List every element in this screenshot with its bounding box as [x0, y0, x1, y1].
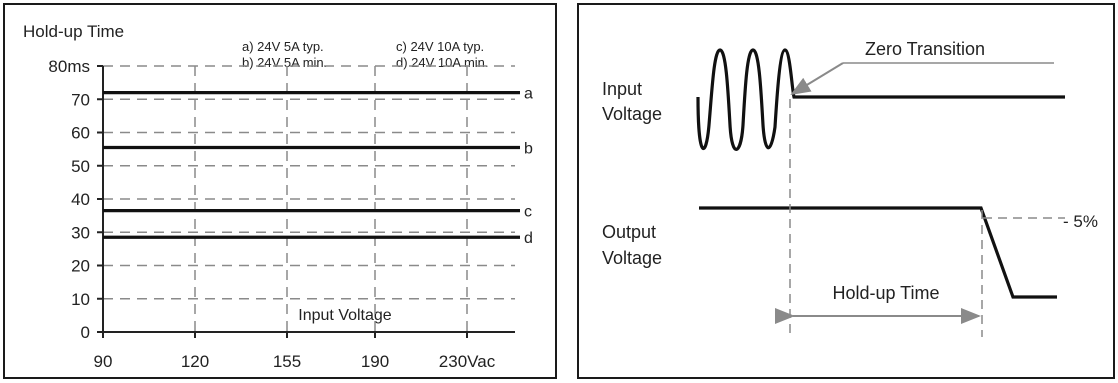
series-label-a: a [524, 86, 533, 103]
zero-transition-arrow [790, 62, 844, 96]
x-tick-label: 90 [94, 352, 113, 371]
chart-title: Hold-up Time [23, 22, 124, 41]
x-axis-label: Input Voltage [298, 307, 392, 324]
holdup-timing-diagram: Input Voltage Output Voltage Zero Transi… [602, 39, 1098, 337]
input-voltage-label-line2: Voltage [602, 104, 662, 124]
x-tick-label: 155 [273, 352, 301, 371]
legend-entry-b: b) 24V 5A min. [242, 55, 327, 70]
hold-up-time-label: Hold-up Time [832, 283, 939, 303]
y-tick-label: 30 [71, 223, 90, 242]
holdup-chart: Hold-up Time a) 24V 5A typ. b) 24V 5A mi… [23, 22, 533, 371]
input-voltage-label-line1: Input [602, 79, 642, 99]
series-label-b: b [524, 140, 533, 157]
legend-entry-c: c) 24V 10A typ. [396, 39, 484, 54]
output-voltage-label-line1: Output [602, 222, 656, 242]
minus-5-percent-label: - 5% [1063, 212, 1098, 231]
output-voltage-label-line2: Voltage [602, 248, 662, 268]
y-tick-label: 40 [71, 190, 90, 209]
series-label-d: d [524, 230, 533, 247]
y-tick-label: 80ms [48, 57, 90, 76]
zero-transition-label: Zero Transition [865, 39, 985, 59]
y-tick-label: 50 [71, 157, 90, 176]
y-tick-label: 0 [81, 323, 90, 342]
x-tick-label: 120 [181, 352, 209, 371]
x-tick-label: 230Vac [439, 352, 496, 371]
legend-entry-d: d) 24V 10A min. [396, 55, 489, 70]
y-tick-label: 10 [71, 290, 90, 309]
series-label-c: c [524, 204, 532, 221]
y-tick-label: 60 [71, 124, 90, 143]
legend-entry-a: a) 24V 5A typ. [242, 39, 324, 54]
holdup-diagram-panel: Input Voltage Output Voltage Zero Transi… [577, 3, 1115, 379]
holdup-chart-panel: Hold-up Time a) 24V 5A typ. b) 24V 5A mi… [3, 3, 557, 379]
y-tick-label: 70 [71, 90, 90, 109]
x-tick-label: 190 [361, 352, 389, 371]
input-voltage-waveform [696, 48, 1065, 151]
chart-plot-area: 80ms 70 60 50 40 30 20 10 090 120 155 190 230Vac a b cd [48, 57, 533, 371]
output-voltage-waveform [699, 206, 1057, 299]
y-tick-label: 20 [71, 257, 90, 276]
